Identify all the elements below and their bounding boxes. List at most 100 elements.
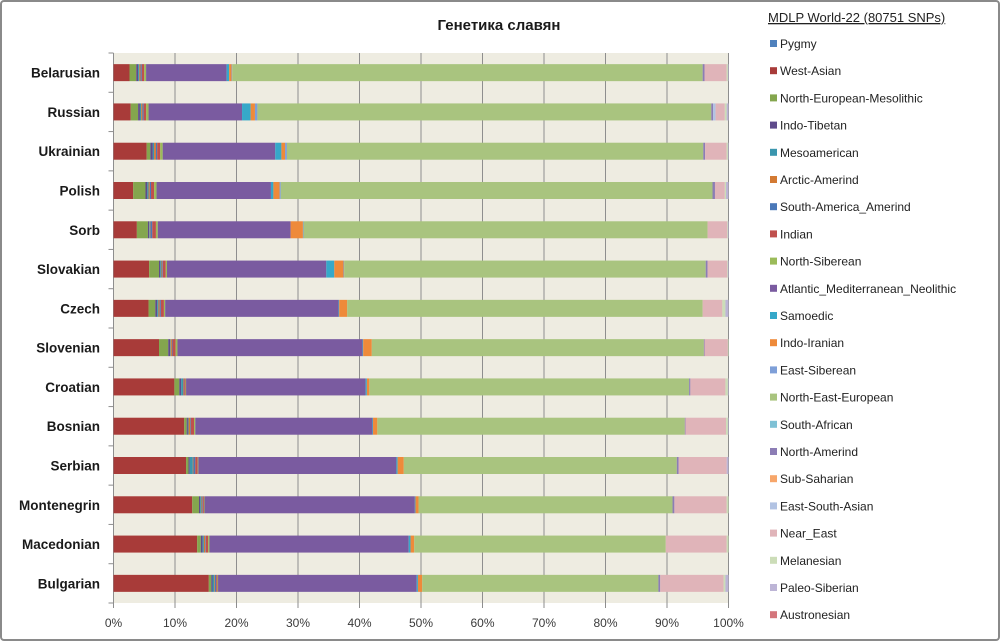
bar-segment [286,142,704,160]
x-tick-label: 100% [713,616,744,630]
bar-segment [190,417,191,435]
legend-swatch [770,420,777,428]
legend-item-label: Melanesian [780,554,841,568]
bar-segment [179,378,182,396]
bar-segment [725,378,728,396]
bar-segment [113,103,131,121]
legend-item-label: West-Asian [780,64,841,78]
bar-segment [205,535,209,553]
bar-segment [724,182,727,199]
bar-segment [703,142,706,160]
bar-segment [113,574,209,592]
bar-segment [202,535,204,553]
bar-segment [168,339,171,357]
bar-segment [658,574,661,592]
bar-segment [726,535,729,553]
bar-segment [702,299,723,317]
bar-segment [194,417,196,435]
x-tick-label: 80% [593,616,617,630]
bar-segment [727,142,729,160]
bar-segment [146,142,151,160]
bar-segment [403,457,677,474]
legend-swatch [770,611,777,619]
bar-segment [362,339,364,357]
bar-segment [212,574,215,592]
bar-segment [373,417,378,435]
bar-segment [189,457,193,474]
bar-segment [113,221,137,239]
bar-segment [707,221,728,239]
bar-segment [722,299,726,317]
bar-segment [145,182,148,199]
category-label: Serbian [50,459,100,474]
category-label: Slovakian [37,262,100,277]
bar-segment [113,417,185,435]
bar-segment [146,64,227,82]
category-label: Macedonian [22,537,100,552]
bar-segment [725,299,729,317]
legend-item-label: Austronesian [780,608,850,622]
bar-segment [174,378,180,396]
category-label: Croatian [45,380,100,395]
bar-segment [242,103,251,121]
bar-segment [154,182,157,199]
bar-segment [192,496,199,514]
bar-segment [162,142,276,160]
bar-segment [203,535,206,553]
bar-segment [334,260,344,278]
bar-segment [151,182,155,199]
bar-segment [726,457,729,474]
bar-segment [229,64,232,82]
legend-swatch [770,556,777,564]
legend-swatch [770,284,777,292]
bar-segment [417,574,423,592]
legend-swatch [770,257,777,265]
bar-segment [149,182,152,199]
bar-segment [187,417,189,435]
bar-segment [113,299,149,317]
x-tick-label: 40% [347,616,371,630]
bar-segment [343,260,345,278]
bar-segment [167,260,327,278]
legend-item-label: Arctic-Amerind [780,173,859,187]
legend-item-label: Indo-Tibetan [780,119,847,133]
category-label: Czech [60,301,100,316]
bar-segment [363,339,372,357]
bar-segment [203,496,205,514]
bar-segment [186,417,188,435]
bar-segment [159,339,169,357]
legend-title: MDLP World-22 (80751 SNPs) [768,10,945,25]
bar-segment [148,103,243,121]
bar-segment [254,103,258,121]
bar-segment [281,142,286,160]
bar-segment [113,339,160,357]
bar-segment [270,182,274,199]
bar-segment [665,535,727,553]
bar-segment [218,574,417,592]
bar-segment [197,457,199,474]
category-label: Sorb [69,223,100,238]
bar-segment [347,299,703,317]
bar-segment [326,260,335,278]
x-tick-label: 90% [655,616,679,630]
bar-segment [727,417,729,435]
bar-segment [190,417,195,435]
bar-segment [713,103,716,121]
bar-segment [113,64,130,82]
bar-segment [138,64,140,82]
bar-segment [232,64,703,82]
bar-segment [705,260,708,278]
bar-segment [416,574,418,592]
legend-item-label: Paleo-Siberian [780,581,859,595]
bar-segment [726,64,728,82]
bar-segment [422,574,659,592]
bar-segment [726,182,729,199]
bar-segment [208,574,212,592]
bar-segment [143,103,147,121]
x-tick-label: 30% [286,616,310,630]
bar-segment [163,299,166,317]
bar-segment [147,182,149,199]
bar-segment [159,299,161,317]
bar-segment [727,378,729,396]
bar-segment [689,378,691,396]
